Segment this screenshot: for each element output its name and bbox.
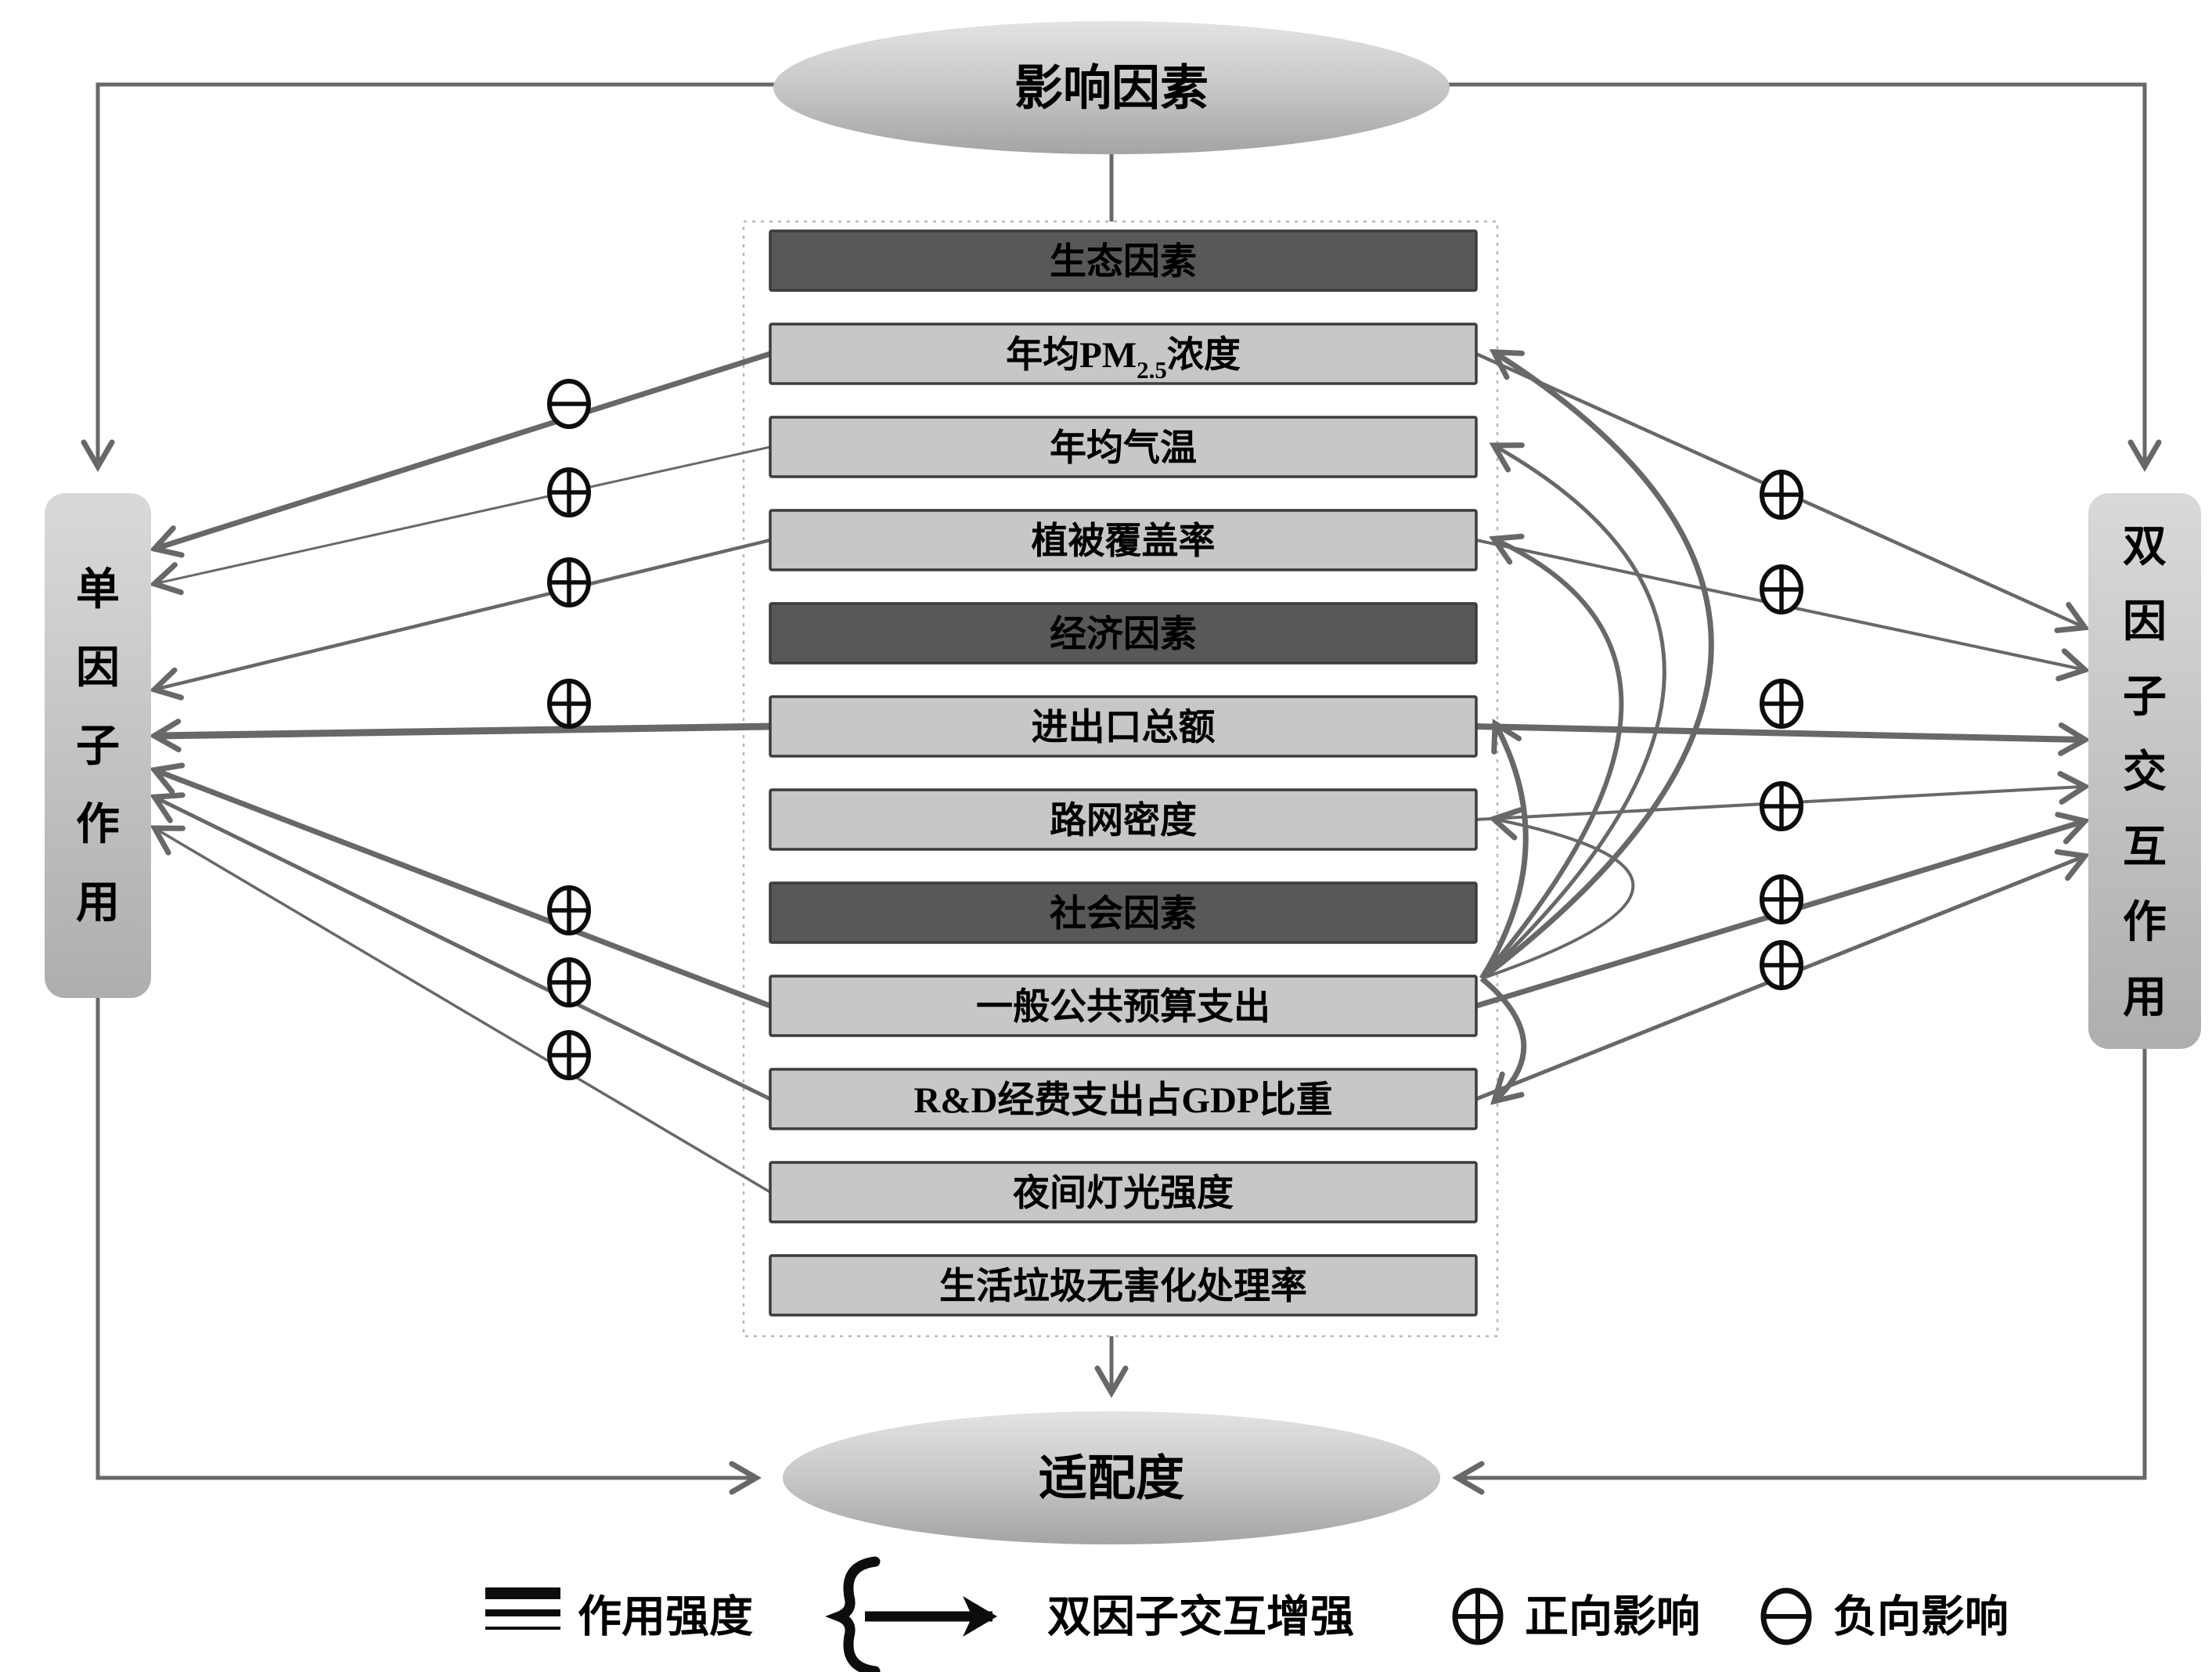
connector-top-right bbox=[1448, 82, 2162, 472]
bottom-ellipse-label: 适配度 bbox=[1039, 1452, 1184, 1506]
bar-label: 进出口总额 bbox=[1032, 708, 1216, 748]
top-ellipse: 影响因素 bbox=[773, 21, 1450, 154]
legend-strength-label: 作用强度 bbox=[578, 1594, 753, 1642]
interaction-enhancement-arc bbox=[1480, 442, 1666, 980]
vertical-label-char: 因 bbox=[76, 644, 120, 693]
plus-icon bbox=[547, 557, 591, 607]
vertical-label-char: 子 bbox=[2123, 673, 2167, 722]
bar-label: 社会因素 bbox=[1050, 894, 1197, 935]
category-header-bar: 经济因素 bbox=[769, 602, 1478, 665]
indicator-bar: R&D经费支出占GDP比重 bbox=[769, 1068, 1478, 1130]
legend-positive-label: 正向影响 bbox=[1525, 1594, 1700, 1642]
outer-connectors bbox=[81, 82, 2162, 1495]
influence-symbols bbox=[547, 379, 1803, 1080]
interaction-enhancement-arc bbox=[1479, 349, 1714, 981]
dual-factor-arrow bbox=[1475, 722, 2091, 756]
vertical-label-char: 作 bbox=[2123, 899, 2167, 947]
indicator-bar: 年均PM2.5浓度 bbox=[769, 323, 1478, 385]
bar-label: 年均气温 bbox=[1050, 428, 1197, 469]
vertical-label-char: 用 bbox=[76, 879, 120, 928]
plus-icon bbox=[1760, 679, 1803, 729]
minus-icon bbox=[547, 379, 591, 429]
category-header-bar: 社会因素 bbox=[769, 881, 1478, 944]
vertical-label-char: 互 bbox=[2123, 823, 2167, 872]
indicator-bar: 夜间灯光强度 bbox=[769, 1161, 1478, 1223]
bar-label: 生态因素 bbox=[1050, 242, 1197, 283]
brace-arrow-icon bbox=[825, 1556, 997, 1672]
bar-label: 经济因素 bbox=[1050, 614, 1197, 655]
factor-bars: 生态因素年均PM2.5浓度年均气温植被覆盖率经济因素进出口总额路网密度社会因素一… bbox=[769, 229, 1478, 1317]
plus-icon bbox=[1760, 781, 1803, 831]
vertical-label-char: 作 bbox=[76, 801, 120, 849]
bar-label: 一般公共预算支出 bbox=[976, 987, 1270, 1028]
plus-icon bbox=[547, 957, 591, 1007]
connector-top-left bbox=[81, 82, 775, 472]
legend: 作用强度 双因子交互增强 正向影响 负向影响 bbox=[485, 1556, 2008, 1672]
interaction-enhancement-arc bbox=[1481, 807, 1635, 980]
single-factor-arrow bbox=[149, 538, 771, 701]
legend-interaction-label: 双因子交互增强 bbox=[1047, 1594, 1354, 1642]
bar-label: R&D经费支出占GDP比重 bbox=[913, 1080, 1332, 1121]
plus-icon bbox=[1760, 470, 1803, 520]
indicator-bar: 生活垃圾无害化处理率 bbox=[769, 1254, 1478, 1317]
effect-arrows bbox=[149, 351, 2091, 1194]
single-factor-arrow bbox=[150, 792, 772, 1101]
plus-icon bbox=[547, 679, 591, 729]
connector-bottom-left bbox=[95, 998, 762, 1495]
connector-bottom-right bbox=[1452, 1049, 2147, 1495]
bar-label: 夜间灯光强度 bbox=[1012, 1173, 1234, 1214]
plus-icon bbox=[1760, 940, 1803, 990]
indicator-bar: 一般公共预算支出 bbox=[769, 975, 1478, 1037]
bar-label: 植被覆盖率 bbox=[1032, 521, 1216, 562]
vertical-label-char: 子 bbox=[76, 722, 120, 771]
legend-negative-label: 负向影响 bbox=[1833, 1594, 2008, 1642]
single-factor-arrow bbox=[149, 719, 771, 753]
indicator-bar: 植被覆盖率 bbox=[769, 509, 1478, 571]
vertical-label-char: 因 bbox=[2123, 598, 2167, 647]
plus-icon bbox=[1452, 1587, 1504, 1645]
single-factor-arrow bbox=[149, 445, 771, 596]
bar-label: 生活垃圾无害化处理率 bbox=[939, 1267, 1307, 1307]
bar-label: 路网密度 bbox=[1050, 801, 1197, 841]
vertical-label-char: 单 bbox=[76, 566, 120, 614]
vertical-label-char: 交 bbox=[2123, 748, 2167, 797]
indicator-bar: 路网密度 bbox=[769, 788, 1478, 851]
indicator-group-frame bbox=[742, 220, 1499, 1338]
plus-icon bbox=[547, 1030, 591, 1080]
category-header-bar: 生态因素 bbox=[769, 229, 1478, 292]
plus-icon bbox=[1760, 564, 1803, 614]
single-factor-arrow bbox=[149, 762, 772, 1009]
bar-label: 年均PM2.5浓度 bbox=[1006, 335, 1241, 384]
strength-lines-icon bbox=[485, 1587, 560, 1630]
single-factor-arrow bbox=[149, 351, 772, 558]
vertical-label-char: 双 bbox=[2123, 523, 2167, 571]
indicator-bar: 年均气温 bbox=[769, 416, 1478, 478]
top-ellipse-label: 影响因素 bbox=[1014, 62, 1209, 116]
interaction-enhancement-arc bbox=[1479, 533, 1624, 980]
single-factor-arrow bbox=[150, 825, 771, 1194]
plus-icon bbox=[1760, 874, 1803, 924]
vertical-label-char: 用 bbox=[2123, 974, 2167, 1022]
plus-icon bbox=[547, 467, 591, 517]
bottom-ellipse: 适配度 bbox=[783, 1411, 1440, 1544]
minus-icon bbox=[1760, 1587, 1812, 1645]
plus-icon bbox=[547, 885, 591, 935]
interaction-enhancement-arc bbox=[1479, 719, 1529, 980]
indicator-bar: 进出口总额 bbox=[769, 695, 1478, 758]
